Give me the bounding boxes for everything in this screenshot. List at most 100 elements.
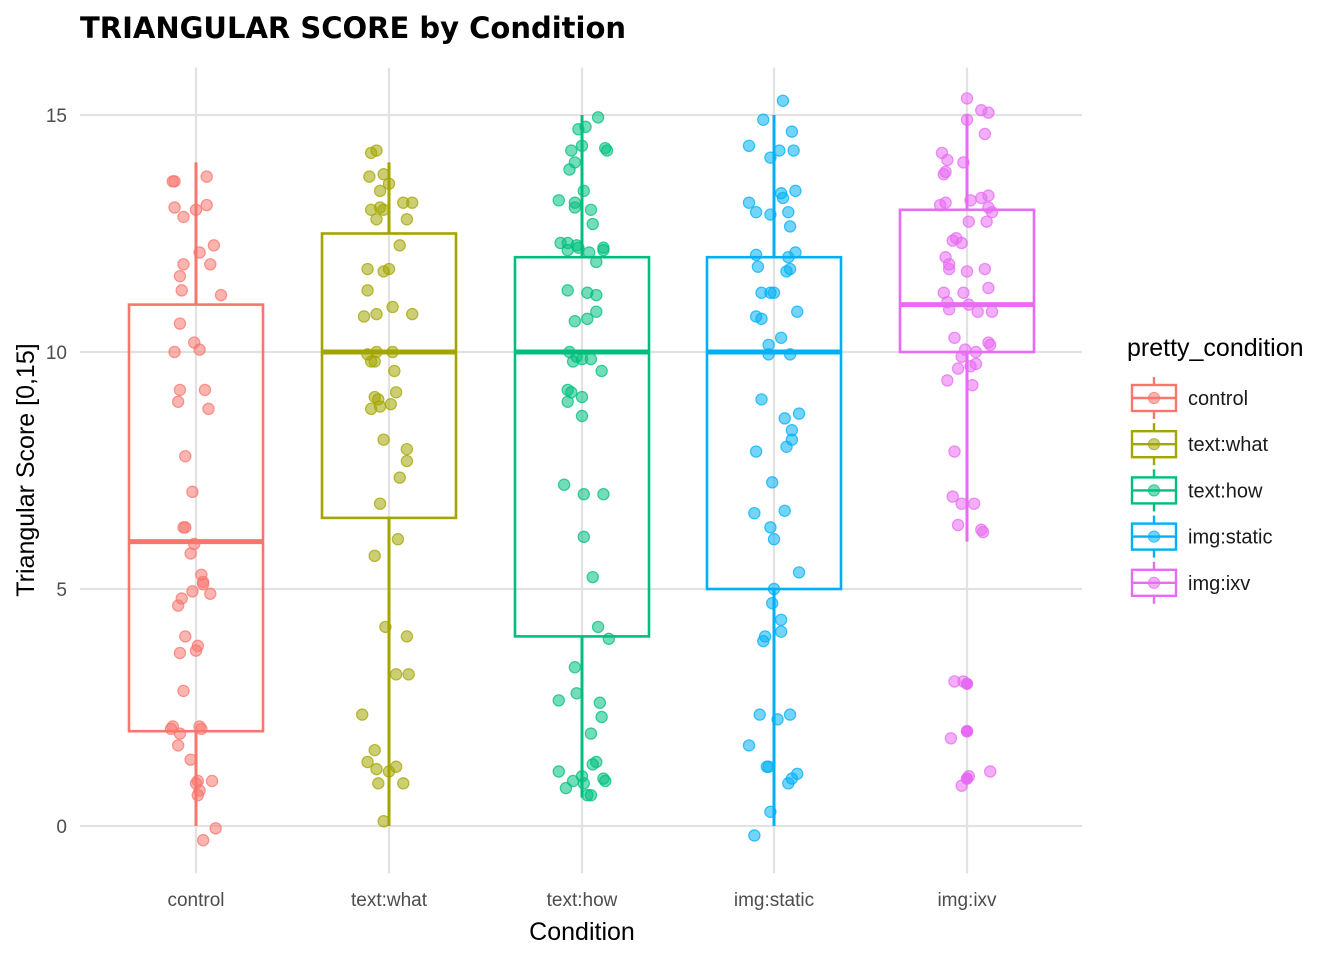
data-point [575,409,589,423]
x-axis-title: Condition [529,918,635,946]
data-point [978,127,992,141]
data-point [168,201,181,214]
iqr-box [513,255,651,638]
data-point [382,765,396,778]
data-point [957,156,970,169]
y-tick-label: 0 [56,817,67,838]
data-point [948,331,961,344]
data-point [748,506,761,520]
data-point [964,194,977,207]
chart-title: TRIANGULAR SCORE by Condition [80,11,626,45]
data-point [771,713,784,726]
data-point [568,201,582,214]
data-point [561,284,574,297]
legend-item: text:how [1130,469,1263,512]
iqr-box [320,232,458,520]
data-point [985,205,999,219]
data-point [377,203,390,216]
data-point [356,708,369,721]
data-point [789,184,802,198]
data-point [960,772,974,785]
data-point [785,125,799,138]
data-point [584,352,598,366]
data-point [552,194,565,207]
data-point [400,442,414,456]
data-point [593,696,607,709]
legend-key-point [1147,391,1161,405]
data-point [962,298,975,311]
data-point [778,412,791,425]
x-tick-label: text:how [547,890,618,911]
data-point [364,355,378,368]
data-point [179,521,192,534]
data-point [764,805,777,818]
data-point [386,345,399,359]
axis-ticks: 0 5 10 15 control text:what text:how img:static… [46,106,997,911]
legend-label: img:static [1188,527,1272,549]
data-point [559,781,573,795]
data-point [177,684,190,698]
box-plot-boxes [127,115,1036,826]
data-point [767,582,781,596]
data-point [755,312,768,326]
data-point [393,471,406,484]
data-point [200,170,213,183]
data-point [946,490,959,503]
data-point [357,310,371,323]
data-point [561,243,574,257]
y-tick-label: 10 [46,343,67,364]
data-point [778,504,791,517]
data-point [969,345,983,359]
data-point [195,722,208,736]
data-point [948,445,961,458]
data-point [767,286,781,299]
data-point [575,390,589,404]
data-point [595,364,608,378]
data-point [368,743,381,757]
data-point [173,646,187,660]
data-point [400,454,414,468]
data-point [586,758,599,771]
data-point [982,106,995,119]
data-point [766,476,779,489]
data-point [373,497,387,510]
data-point [200,198,213,212]
data-point [577,777,590,790]
data-point [774,613,788,627]
data-point [939,196,952,209]
legend-key-point [1147,530,1161,543]
data-point [776,191,790,205]
data-point [207,239,221,252]
data-point [173,317,187,330]
data-point [198,383,212,397]
data-point [584,788,598,802]
data-point [783,708,797,721]
data-point [762,760,775,773]
data-point [602,632,616,645]
data-point [982,189,995,202]
data-point [577,530,590,544]
data-point [377,433,390,446]
data-point [184,753,197,766]
data-point [196,575,210,589]
data-point [209,822,222,835]
x-tick-label: control [167,890,224,911]
data-point [402,668,415,681]
data-point [985,305,999,318]
data-point [575,139,589,153]
data-point [755,393,768,406]
data-point [960,725,974,738]
data-point [177,258,190,271]
data-point [557,478,571,491]
data-point [214,288,228,302]
data-point [363,170,376,183]
legend-label: text:how [1188,480,1263,502]
data-point [586,217,599,231]
data-point [748,829,761,842]
data-point [599,774,612,788]
data-point [171,739,185,752]
data-point [568,661,582,674]
data-point [782,251,795,264]
data-point [966,378,979,392]
data-point [939,165,952,179]
